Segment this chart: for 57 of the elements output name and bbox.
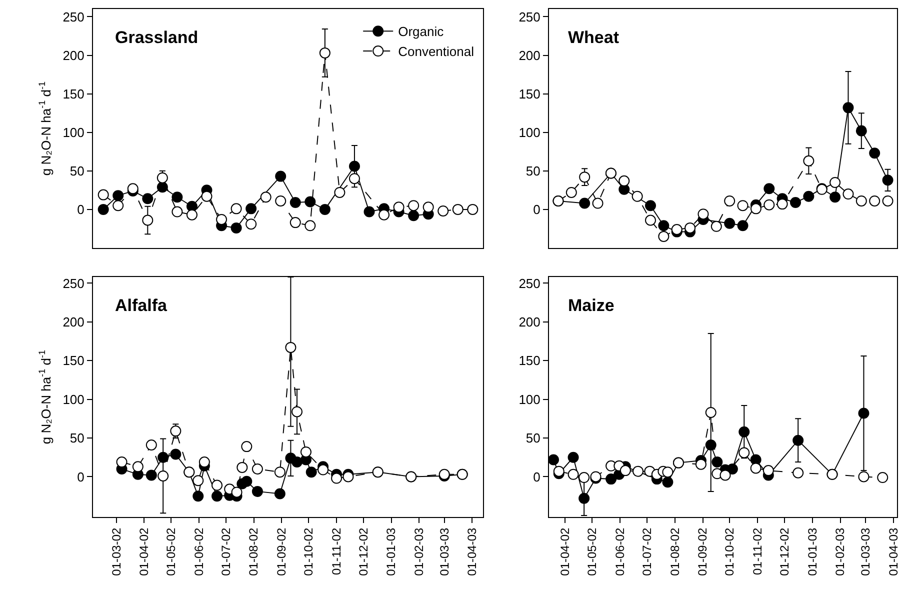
y-tick-label: 100 (518, 124, 540, 140)
x-tick-label: 01-04-03 (886, 527, 900, 576)
y-tick-label: 100 (62, 392, 84, 407)
y-tick-label: 150 (518, 353, 540, 368)
x-tick-label: 01-11-02 (329, 527, 344, 575)
y-tick-label: 50 (526, 430, 540, 446)
y-tick-label: 0 (77, 202, 84, 217)
x-tick-label: 01-10-02 (722, 527, 737, 576)
y-tick-label: 250 (62, 276, 84, 291)
x-tick-label: 01-06-02 (192, 527, 206, 576)
y-tick-label: 250 (62, 9, 84, 24)
x-tick-label: 01-09-02 (696, 527, 710, 576)
y-tick-label: 150 (62, 86, 84, 102)
y-tick-label: 0 (533, 202, 540, 217)
y-tick-label: 250 (518, 9, 540, 24)
y-tick-label: 100 (518, 392, 540, 407)
x-tick-label: 01-12-02 (356, 527, 370, 576)
y-tick-label: 200 (62, 314, 84, 330)
x-tick-label: 01-12-02 (778, 527, 792, 576)
x-tick-label: 01-06-02 (612, 527, 627, 576)
y-tick-label: 50 (70, 430, 84, 446)
text: Alfalfa (115, 296, 168, 315)
y-tick-label: 100 (62, 124, 84, 140)
x-tick-label: 01-03-03 (858, 527, 872, 576)
x-tick-label: 01-08-02 (246, 527, 261, 576)
x-tick-label: 01-03-02 (109, 527, 124, 576)
y-tick-label: 150 (518, 86, 540, 102)
legend-label: Conventional (398, 44, 474, 60)
y-tick-label: 150 (62, 353, 84, 368)
legend-label: Organic (398, 24, 444, 40)
y-tick-label: 50 (70, 163, 84, 178)
x-tick-label: 01-04-02 (137, 527, 152, 576)
text: Grassland (115, 28, 198, 47)
x-tick-label: 01-08-02 (668, 527, 682, 576)
y-tick-label: 0 (77, 469, 84, 484)
y-tick-label: 250 (518, 276, 540, 291)
text: Wheat (568, 28, 620, 47)
x-tick-label: 01-03-03 (437, 527, 452, 576)
x-tick-label: 01-02-03 (412, 527, 426, 576)
x-tick-label: 01-07-02 (218, 527, 233, 576)
y-tick-label: 0 (533, 469, 540, 484)
x-tick-label: 01-05-02 (164, 527, 178, 576)
x-tick-label: 01-10-02 (302, 527, 316, 576)
text: Maize (568, 296, 614, 315)
y-tick-label: 200 (518, 314, 540, 330)
x-tick-label: 01-04-03 (465, 527, 480, 576)
x-tick-label: 01-04-02 (558, 527, 572, 576)
x-tick-label: 01-09-02 (274, 527, 289, 576)
y-tick-label: 200 (518, 48, 540, 63)
x-tick-label: 01-01-03 (384, 527, 398, 576)
x-tick-label: 01-05-02 (585, 527, 600, 576)
y-tick-label: 50 (526, 163, 540, 178)
x-tick-label: 01-07-02 (640, 527, 654, 576)
y-tick-label: 200 (62, 48, 84, 63)
x-tick-label: 01-02-03 (833, 527, 848, 576)
x-tick-label: 01-01-03 (805, 527, 820, 576)
x-tick-label: 01-11-02 (750, 527, 765, 575)
